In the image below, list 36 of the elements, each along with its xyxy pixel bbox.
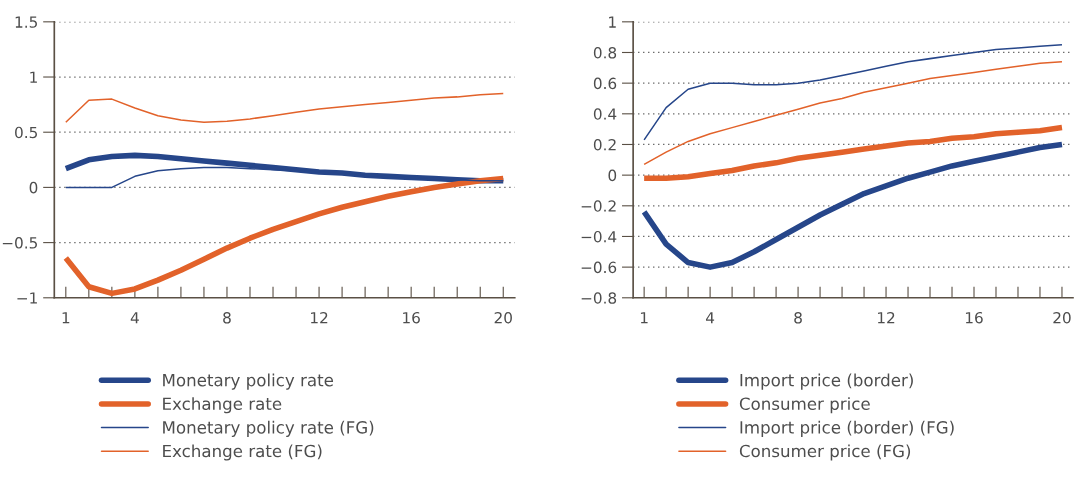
y-tick-label: 0.2 — [593, 138, 616, 151]
x-tick-label: 12 — [878, 311, 895, 324]
x-tick-label: 4 — [130, 312, 139, 324]
x-tick-label: 8 — [794, 311, 802, 324]
y-tick-label: 1 — [609, 16, 616, 28]
x-tick-label: 1 — [640, 312, 648, 324]
y-tick-label: 0.5 — [15, 126, 37, 139]
y-tick-label: −0.5 — [2, 237, 37, 249]
y-tick-label: −0.2 — [581, 200, 616, 212]
x-tick-label: 4 — [706, 312, 715, 324]
y-tick-label: 0.8 — [593, 46, 617, 59]
x-tick-label: 12 — [311, 311, 328, 324]
x-tick-label: 8 — [223, 311, 231, 324]
x-tick-label: 1 — [62, 312, 70, 324]
y-tick-label: 0.4 — [593, 108, 617, 120]
x-tick-label: 16 — [403, 311, 420, 324]
y-tick-label: −0.6 — [581, 261, 617, 274]
x-tick-label: 20 — [1053, 311, 1071, 324]
legend-label: Monetary policy rate — [163, 373, 334, 390]
legend-label: Exchange rate — [163, 397, 282, 414]
legend-label: Consumer price (FG) — [739, 444, 911, 461]
y-tick-label: 0 — [608, 169, 617, 182]
legend-label: Import price (border) — [740, 373, 913, 390]
legend-label: Exchange rate (FG) — [163, 444, 322, 461]
legend-label: Monetary policy rate (FG) — [163, 420, 374, 437]
y-tick-label: 0 — [29, 181, 38, 194]
y-tick-label: −0.4 — [581, 230, 617, 243]
x-tick-label: 16 — [965, 311, 983, 324]
y-tick-label: 1 — [30, 71, 37, 83]
y-tick-label: −1 — [17, 292, 37, 304]
x-tick-label: 20 — [494, 311, 512, 324]
y-tick-label: −0.8 — [581, 292, 617, 304]
legend-label: Consumer price — [739, 397, 870, 414]
y-tick-label: 1.5 — [15, 16, 37, 28]
y-tick-label: 0.6 — [593, 77, 617, 90]
legend-label: Import price (border) (FG) — [740, 420, 954, 437]
